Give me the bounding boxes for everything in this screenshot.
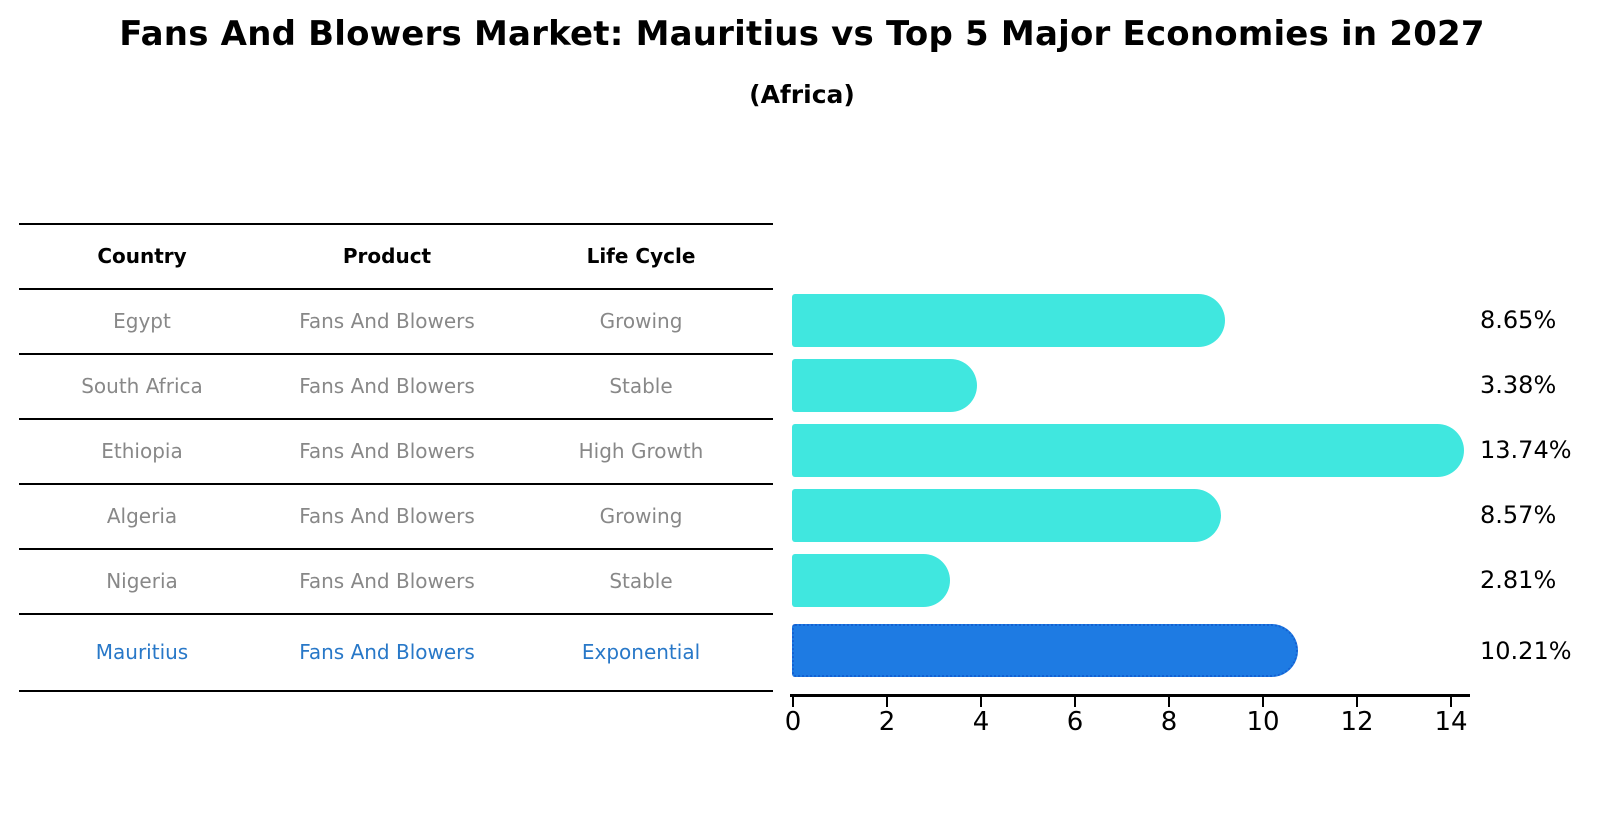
product-cell: Fans And Blowers [299,438,475,463]
x-axis-tick [1450,697,1452,707]
bar-mauritius [792,624,1298,677]
table-row-nigeria: Nigeria Fans And Blowers Stable [19,548,773,613]
table-row-mauritius: Mauritius Fans And Blowers Exponential [19,613,773,690]
life-cycle-cell: Exponential [581,639,701,664]
life-cycle-cell: Stable [609,373,673,398]
table-row-egypt: Egypt Fans And Blowers Growing [19,288,773,353]
x-tick-label: 6 [1066,707,1084,737]
life-cycle-cell: Growing [599,308,683,333]
x-tick-label: 14 [1434,707,1468,737]
product-cell: Fans And Blowers [299,308,475,333]
value-label-mauritius: 10.21% [1480,637,1572,665]
x-axis-tick [1262,697,1264,707]
table-row-rule [19,418,773,420]
x-tick-label: 8 [1160,707,1178,737]
x-axis-tick [1356,697,1358,707]
column-header-country: Country [97,243,187,268]
table-top-rule [19,223,773,225]
x-tick-label: 2 [878,707,896,737]
bar-egypt [792,294,1225,347]
bar-nigeria [792,554,950,607]
table-row-rule [19,613,773,615]
life-cycle-cell: Stable [609,568,673,593]
table-row-rule [19,483,773,485]
table-bottom-rule [19,690,773,692]
product-cell: Fans And Blowers [299,373,475,398]
value-label-ethiopia: 13.74% [1480,436,1572,464]
country-cell: Algeria [106,503,178,528]
table-header-row: Country Product Life Cycle [19,223,773,288]
x-axis-tick [980,697,982,707]
bar-ethiopia [792,424,1464,477]
x-tick-label: 4 [972,707,990,737]
value-label-algeria: 8.57% [1480,501,1557,529]
x-axis-tick [886,697,888,707]
table-header-rule [19,288,773,290]
chart-subtitle: (Africa) [749,80,855,109]
table-row-rule [19,353,773,355]
column-header-product: Product [342,243,432,268]
country-cell: Egypt [113,308,171,333]
x-axis-tick [792,697,794,707]
x-axis-tick [1168,697,1170,707]
x-tick-label: 10 [1246,707,1280,737]
life-cycle-cell: High Growth [578,438,704,463]
x-tick-label: 12 [1340,707,1374,737]
bar-algeria [792,489,1221,542]
table-row-rule [19,548,773,550]
value-label-nigeria: 2.81% [1480,566,1557,594]
country-cell: Ethiopia [101,438,183,463]
country-cell: South Africa [81,373,203,398]
x-axis-line [790,694,1470,697]
chart-title: Fans And Blowers Market: Mauritius vs To… [119,14,1485,54]
table-row-ethiopia: Ethiopia Fans And Blowers High Growth [19,418,773,483]
table-row-algeria: Algeria Fans And Blowers Growing [19,483,773,548]
column-header-life-cycle: Life Cycle [586,243,696,268]
x-tick-label: 0 [784,707,802,737]
life-cycle-cell: Growing [599,503,683,528]
x-axis-tick [1074,697,1076,707]
value-label-egypt: 8.65% [1480,306,1557,334]
product-cell: Fans And Blowers [299,568,475,593]
product-cell: Fans And Blowers [299,639,475,664]
country-cell: Nigeria [106,568,178,593]
country-cell: Mauritius [95,639,189,664]
value-label-south-africa: 3.38% [1480,371,1557,399]
bar-south-africa [792,359,977,412]
product-cell: Fans And Blowers [299,503,475,528]
table-row-south-africa: South Africa Fans And Blowers Stable [19,353,773,418]
